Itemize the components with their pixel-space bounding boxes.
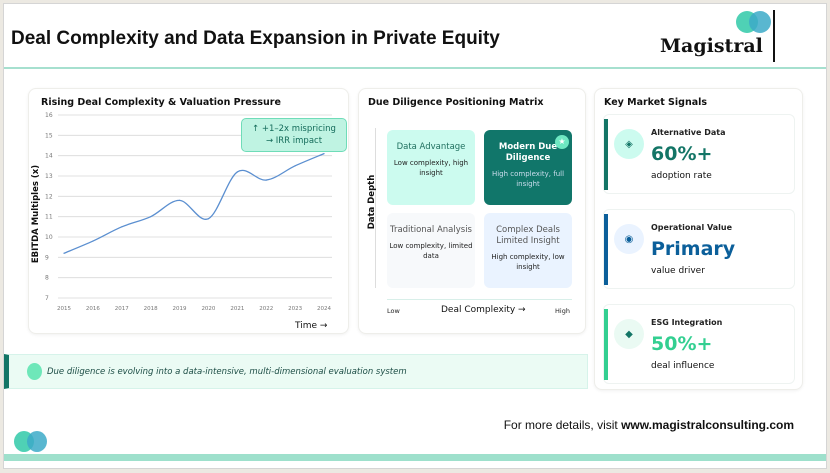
y-axis-label: Data Depth bbox=[367, 174, 377, 230]
x-axis-label: Time → bbox=[295, 321, 328, 331]
accent-bar bbox=[604, 214, 608, 285]
diamond-icon: ◈ bbox=[614, 129, 644, 159]
x-tick-label: 2023 bbox=[288, 306, 302, 312]
data-point bbox=[121, 226, 123, 228]
signal-sub: adoption rate bbox=[651, 171, 712, 181]
website-link[interactable]: www.magistralconsulting.com bbox=[621, 418, 794, 432]
x-high-label: High bbox=[555, 307, 570, 315]
data-point bbox=[207, 218, 210, 220]
logo-text: Magistral bbox=[660, 35, 763, 57]
chart-title: Rising Deal Complexity & Valuation Press… bbox=[41, 97, 281, 108]
slide: Deal Complexity and Data Expansion in Pr… bbox=[3, 3, 827, 469]
series-line bbox=[63, 153, 325, 254]
signal-label: Operational Value bbox=[651, 223, 732, 232]
y-tick-label: 10 bbox=[45, 234, 53, 241]
annotation-line: → IRR impact bbox=[265, 136, 323, 146]
x-tick-label: 2017 bbox=[115, 306, 129, 312]
y-tick-label: 11 bbox=[45, 214, 53, 221]
data-point bbox=[63, 252, 65, 254]
x-tick-label: 2015 bbox=[57, 306, 71, 312]
quadrant-sub: High complexity, low insight bbox=[491, 253, 565, 271]
quadrant-complex-deals: Complex Deals Limited Insight High compl… bbox=[484, 213, 572, 288]
y-tick-label: 12 bbox=[45, 193, 53, 200]
signal-value: Primary bbox=[651, 238, 736, 260]
signals-title: Key Market Signals bbox=[604, 97, 708, 108]
y-tick-label: 16 bbox=[45, 112, 53, 119]
x-tick-label: 2020 bbox=[201, 306, 215, 312]
data-point bbox=[178, 199, 181, 201]
x-tick-label: 2016 bbox=[86, 306, 100, 312]
x-axis-line bbox=[387, 299, 572, 300]
signal-operational-value: ◉ Operational Value Primary value driver bbox=[603, 209, 795, 289]
matrix-card: Due Diligence Positioning Matrix Data De… bbox=[358, 88, 586, 334]
quadrant-modern-due-diligence: ★ Modern Due Diligence High complexity, … bbox=[484, 130, 572, 205]
x-axis-label: Deal Complexity → bbox=[441, 305, 526, 315]
data-point bbox=[236, 171, 238, 173]
quadrant-title: Data Advantage bbox=[396, 142, 466, 152]
matrix-title: Due Diligence Positioning Matrix bbox=[368, 97, 544, 108]
footer-bar bbox=[4, 454, 826, 461]
star-icon: ★ bbox=[555, 135, 569, 149]
y-tick-label: 13 bbox=[45, 173, 53, 180]
signal-value: 50%+ bbox=[651, 333, 713, 355]
x-low-label: Low bbox=[387, 307, 400, 315]
quadrant-sub: Low complexity, limited data bbox=[389, 242, 473, 260]
data-point bbox=[323, 153, 325, 155]
signals-card: Key Market Signals ◈ Alternative Data 60… bbox=[594, 88, 803, 390]
data-point bbox=[150, 216, 152, 218]
bullet-circle-icon bbox=[27, 363, 42, 380]
footer-prefix: For more details, visit bbox=[503, 418, 622, 432]
signal-alternative-data: ◈ Alternative Data 60%+ adoption rate bbox=[603, 114, 795, 194]
y-tick-label: 14 bbox=[45, 153, 53, 160]
x-tick-label: 2019 bbox=[173, 306, 187, 312]
data-point bbox=[294, 165, 296, 167]
logo: Magistral bbox=[654, 8, 779, 64]
header-divider bbox=[4, 67, 826, 69]
x-tick-label: 2021 bbox=[230, 306, 244, 312]
signal-sub: value driver bbox=[651, 266, 705, 276]
page-title: Deal Complexity and Data Expansion in Pr… bbox=[11, 28, 500, 49]
quadrant-title: Complex Deals Limited Insight bbox=[496, 225, 560, 246]
logo-circle-icon bbox=[749, 11, 771, 33]
annotation-box: ↑ +1–2x mispricing → IRR impact bbox=[241, 118, 347, 152]
signal-esg-integration: ◆ ESG Integration 50%+ deal influence bbox=[603, 304, 795, 384]
y-axis-label: EBITDA Multiples (x) bbox=[31, 164, 41, 264]
y-tick-label: 9 bbox=[45, 254, 49, 261]
annotation-line: ↑ +1–2x mispricing bbox=[252, 124, 336, 134]
quadrant-sub: Low complexity, high insight bbox=[393, 159, 469, 177]
signal-sub: deal influence bbox=[651, 361, 715, 371]
signal-value: 60%+ bbox=[651, 143, 713, 165]
signal-label: Alternative Data bbox=[651, 128, 726, 137]
quadrant-traditional-analysis: Traditional Analysis Low complexity, lim… bbox=[387, 213, 475, 288]
footer-text: For more details, visit www.magistralcon… bbox=[504, 418, 794, 432]
y-tick-label: 7 bbox=[45, 295, 49, 302]
quadrant-data-advantage: Data Advantage Low complexity, high insi… bbox=[387, 130, 475, 205]
data-point bbox=[265, 179, 267, 181]
x-tick-label: 2018 bbox=[144, 306, 158, 312]
signal-label: ESG Integration bbox=[651, 318, 723, 327]
chart-card: Rising Deal Complexity & Valuation Press… bbox=[28, 88, 349, 334]
quadrant-sub: High complexity, full insight bbox=[491, 170, 565, 188]
quadrant-title: Modern Due Diligence bbox=[498, 142, 558, 163]
insight-banner: Due diligence is evolving into a data-in… bbox=[4, 354, 588, 389]
data-point bbox=[92, 240, 94, 242]
leaf-diamond-icon: ◆ bbox=[614, 319, 644, 349]
x-tick-label: 2024 bbox=[317, 306, 331, 312]
accent-bar bbox=[604, 309, 608, 380]
accent-bar bbox=[604, 119, 608, 190]
footer-logo-circle-icon bbox=[27, 431, 47, 452]
target-icon: ◉ bbox=[614, 224, 644, 254]
logo-divider bbox=[773, 10, 775, 62]
y-axis-line bbox=[375, 128, 376, 288]
banner-text: Due diligence is evolving into a data-in… bbox=[47, 367, 407, 377]
y-tick-label: 15 bbox=[45, 132, 53, 139]
y-tick-label: 8 bbox=[45, 275, 49, 282]
x-tick-label: 2022 bbox=[259, 306, 273, 312]
quadrant-title: Traditional Analysis bbox=[390, 225, 472, 235]
